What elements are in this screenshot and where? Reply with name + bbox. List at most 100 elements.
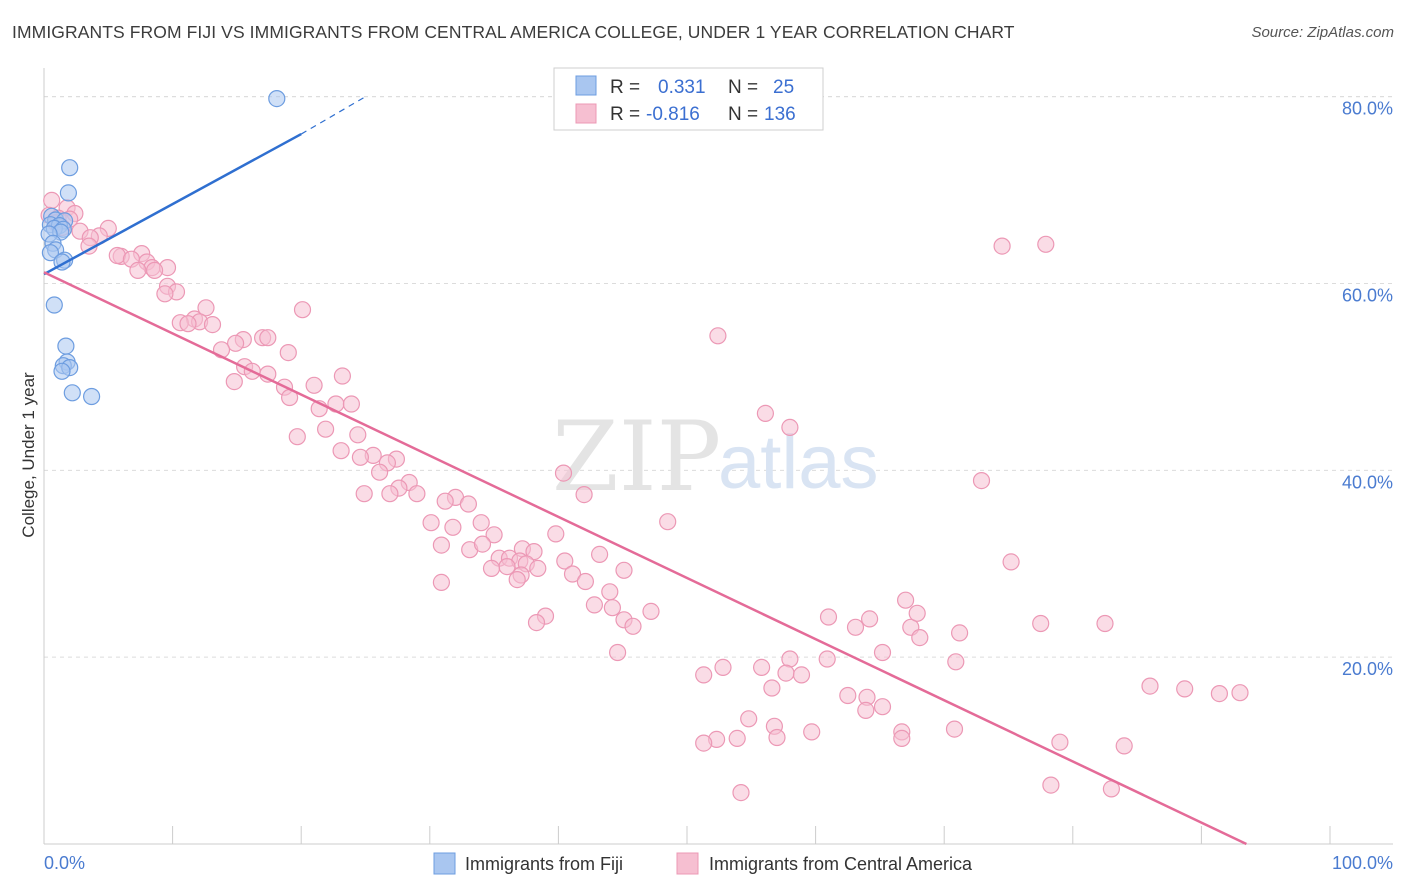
legend-n-label-fiji: N = xyxy=(728,77,758,98)
central-america-point xyxy=(227,334,245,352)
source-label: Source: ZipAtlas.com xyxy=(1251,24,1394,41)
central-america-point xyxy=(792,666,811,684)
central-america-point xyxy=(1115,737,1133,755)
central-america-point xyxy=(819,608,838,626)
central-america-point xyxy=(608,643,627,662)
y-tick-label: 60.0% xyxy=(1342,286,1393,306)
fiji-point xyxy=(57,337,75,355)
central-america-point xyxy=(333,367,351,385)
central-america-point xyxy=(432,573,450,592)
central-america-point xyxy=(601,583,619,601)
fiji-trendline xyxy=(43,132,302,276)
central-america-point xyxy=(1231,684,1249,702)
central-america-point xyxy=(818,650,836,668)
series-legend: Immigrants from Fiji Immigrants from Cen… xyxy=(433,852,973,875)
central-america-point xyxy=(355,485,373,503)
central-america-point xyxy=(498,557,516,576)
y-tick-label: 80.0% xyxy=(1342,99,1393,119)
central-america-point xyxy=(857,701,875,720)
central-america-point xyxy=(563,565,582,583)
central-america-point xyxy=(317,420,335,438)
bottom-legend-swatch-central-america xyxy=(676,852,699,875)
central-america-point xyxy=(203,316,222,334)
central-america-point xyxy=(472,514,490,532)
central-america-point xyxy=(259,329,277,347)
central-america-point xyxy=(436,492,454,510)
central-america-point xyxy=(129,261,147,279)
central-america-point xyxy=(1096,614,1114,633)
central-america-point xyxy=(972,472,991,490)
central-america-point xyxy=(781,418,799,436)
legend-n-value-ca: 136 xyxy=(764,104,796,125)
central-america-point xyxy=(768,728,786,747)
fiji-point xyxy=(82,387,101,406)
central-america-point xyxy=(305,376,323,394)
bottom-legend-swatch-fiji xyxy=(433,852,456,875)
central-america-point xyxy=(381,485,399,503)
central-america-point xyxy=(525,542,543,561)
central-america-point xyxy=(547,525,565,543)
central-america-point xyxy=(575,486,593,504)
central-america-point xyxy=(659,513,677,531)
central-america-point xyxy=(342,395,360,413)
central-america-point xyxy=(527,613,546,632)
central-america-point xyxy=(371,463,389,481)
central-america-point xyxy=(556,552,574,570)
y-axis-label: College, Under 1 year xyxy=(19,372,38,538)
central-america-point xyxy=(993,237,1011,255)
central-america-point xyxy=(624,617,642,635)
central-america-point xyxy=(349,426,367,444)
y-tick-label: 40.0% xyxy=(1342,472,1393,492)
central-america-point xyxy=(603,599,622,617)
central-america-point xyxy=(590,545,609,564)
legend-swatch-fiji xyxy=(575,75,597,96)
central-america-point xyxy=(846,618,865,636)
central-america-point xyxy=(332,442,350,460)
central-america-point xyxy=(554,464,573,482)
chart-title: IMMIGRANTS FROM FIJI VS IMMIGRANTS FROM … xyxy=(12,22,1015,42)
fiji-point xyxy=(53,362,71,380)
stats-legend: R = 0.331 N = 25 R = -0.816 N = 136 xyxy=(553,67,824,131)
central-america-point xyxy=(529,559,547,578)
fiji-point xyxy=(63,384,81,402)
legend-n-value-fiji: 25 xyxy=(773,77,794,98)
central-america-point xyxy=(777,664,795,682)
fiji-point xyxy=(59,184,78,202)
central-america-point xyxy=(43,191,61,209)
central-america-point xyxy=(576,572,595,591)
central-america-point xyxy=(709,327,727,345)
legend-r-label-fiji: R = xyxy=(610,77,640,98)
fiji-trendline-extension xyxy=(300,96,366,135)
x-tick-label-min: 0.0% xyxy=(44,853,85,873)
legend-r-label-ca: R = xyxy=(610,104,640,125)
central-america-point xyxy=(1042,776,1060,794)
central-america-point xyxy=(585,596,604,614)
central-america-point xyxy=(422,514,440,532)
central-america-point xyxy=(763,679,781,697)
fiji-point xyxy=(61,159,79,177)
central-america-point xyxy=(911,628,929,647)
central-america-point xyxy=(803,723,821,741)
central-america-point xyxy=(896,591,915,609)
central-america-point xyxy=(473,535,492,553)
central-america-point xyxy=(947,653,965,671)
fiji-point xyxy=(268,89,286,108)
watermark: ZIP atlas xyxy=(552,401,879,513)
legend-n-label-ca: N = xyxy=(728,104,758,125)
points-layer xyxy=(40,89,1249,802)
central-america-point xyxy=(950,624,969,642)
legend-r-value-ca: -0.816 xyxy=(646,104,700,125)
central-america-point xyxy=(1051,733,1069,751)
central-america-point xyxy=(485,526,503,544)
stats-legend-box xyxy=(553,67,824,131)
central-america-point xyxy=(695,666,713,684)
central-america-point xyxy=(615,561,633,579)
central-america-point xyxy=(732,783,750,802)
central-america-point xyxy=(351,448,369,466)
central-america-point xyxy=(146,261,164,279)
central-america-point xyxy=(1002,553,1020,571)
legend-swatch-central-america xyxy=(575,103,597,124)
bottom-legend-label-fiji: Immigrants from Fiji xyxy=(465,854,623,874)
central-america-point xyxy=(459,495,477,513)
